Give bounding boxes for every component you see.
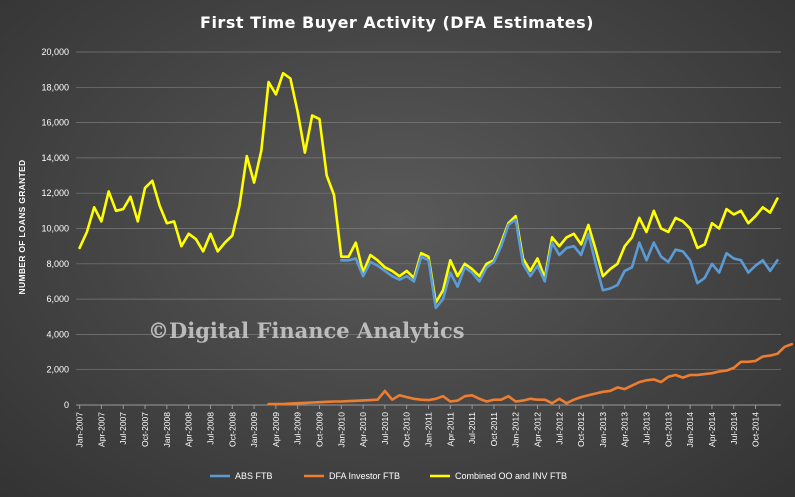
x-tick-label: Jul-2008	[205, 412, 215, 445]
y-axis-ticks: 0 2,000 4,000 6,000 8,000 10,000 12,000 14,000 1…	[41, 47, 69, 410]
x-tick-label: Jul-2013	[642, 412, 652, 445]
y-tick-label: 2,000	[46, 365, 69, 375]
series-line-combined-oo-and-inv-ftb	[78, 71, 779, 304]
x-tick-label: Jul-2009	[293, 412, 303, 445]
x-tick-label: Jul-2011	[467, 412, 477, 444]
x-tick-label: Apr-2009	[271, 412, 281, 447]
gridlines	[76, 51, 781, 406]
x-tick-label: Oct-2008	[227, 412, 237, 447]
x-tick-label: Apr-2007	[96, 412, 106, 447]
x-tick-label: Jan-2009	[249, 412, 259, 448]
x-tick-label: Oct-2007	[140, 412, 150, 447]
legend: ABS FTB DFA Investor FTB Combined OO and I…	[210, 471, 567, 481]
x-tick-label: Apr-2010	[358, 412, 368, 447]
y-tick-label: 6,000	[46, 294, 69, 304]
y-tick-label: 12,000	[41, 188, 69, 198]
x-tick-label: Oct-2009	[314, 412, 324, 447]
x-tick-label: Jul-2007	[118, 412, 128, 445]
x-axis-ticks: Jan-2007 Apr-2007 Jul-2007 Oct-2007 Jan-2008…	[75, 405, 761, 447]
legend-label: Combined OO and INV FTB	[455, 471, 567, 481]
x-tick-label: Apr-2008	[184, 412, 194, 447]
x-tick-label: Jan-2008	[162, 412, 172, 448]
legend-label: DFA Investor FTB	[329, 471, 400, 481]
y-tick-label: 8,000	[46, 259, 69, 269]
x-tick-label: Jan-2007	[75, 412, 85, 448]
x-tick-label: Jul-2014	[729, 412, 739, 445]
x-tick-label: Jan-2012	[511, 412, 521, 448]
watermark: ©Digital Finance Analytics	[148, 318, 465, 343]
y-tick-label: 10,000	[41, 224, 69, 234]
x-tick-label: Apr-2012	[533, 412, 543, 447]
y-tick-label: 0	[64, 400, 69, 410]
x-tick-label: Apr-2014	[707, 412, 717, 447]
x-tick-label: Jul-2010	[380, 412, 390, 445]
x-tick-label: Apr-2011	[445, 412, 455, 447]
y-tick-label: 16,000	[41, 118, 69, 128]
x-tick-label: Oct-2011	[489, 412, 499, 447]
series-line-dfa-investor-ftb	[267, 342, 794, 406]
x-tick-label: Jan-2013	[598, 412, 608, 448]
chart-title: First Time Buyer Activity (DFA Estimates…	[200, 13, 594, 32]
y-axis-label: NUMBER OF LOANS GRANTED	[17, 160, 27, 295]
x-tick-label: Jul-2012	[554, 412, 564, 445]
x-tick-label: Apr-2013	[620, 412, 630, 447]
x-tick-label: Jan-2014	[685, 412, 695, 448]
y-tick-label: 18,000	[41, 82, 69, 92]
legend-label: ABS FTB	[235, 471, 273, 481]
x-tick-label: Oct-2013	[663, 412, 673, 447]
y-tick-label: 20,000	[41, 47, 69, 57]
x-tick-label: Oct-2012	[576, 412, 586, 447]
series-line-abs-ftb	[339, 218, 779, 310]
series-lines	[78, 71, 794, 406]
x-tick-label: Oct-2014	[751, 412, 761, 447]
y-tick-label: 14,000	[41, 153, 69, 163]
x-tick-label: Jan-2011	[424, 412, 434, 447]
y-tick-label: 4,000	[46, 329, 69, 339]
x-tick-label: Oct-2010	[402, 412, 412, 447]
x-tick-label: Jan-2010	[336, 412, 346, 448]
